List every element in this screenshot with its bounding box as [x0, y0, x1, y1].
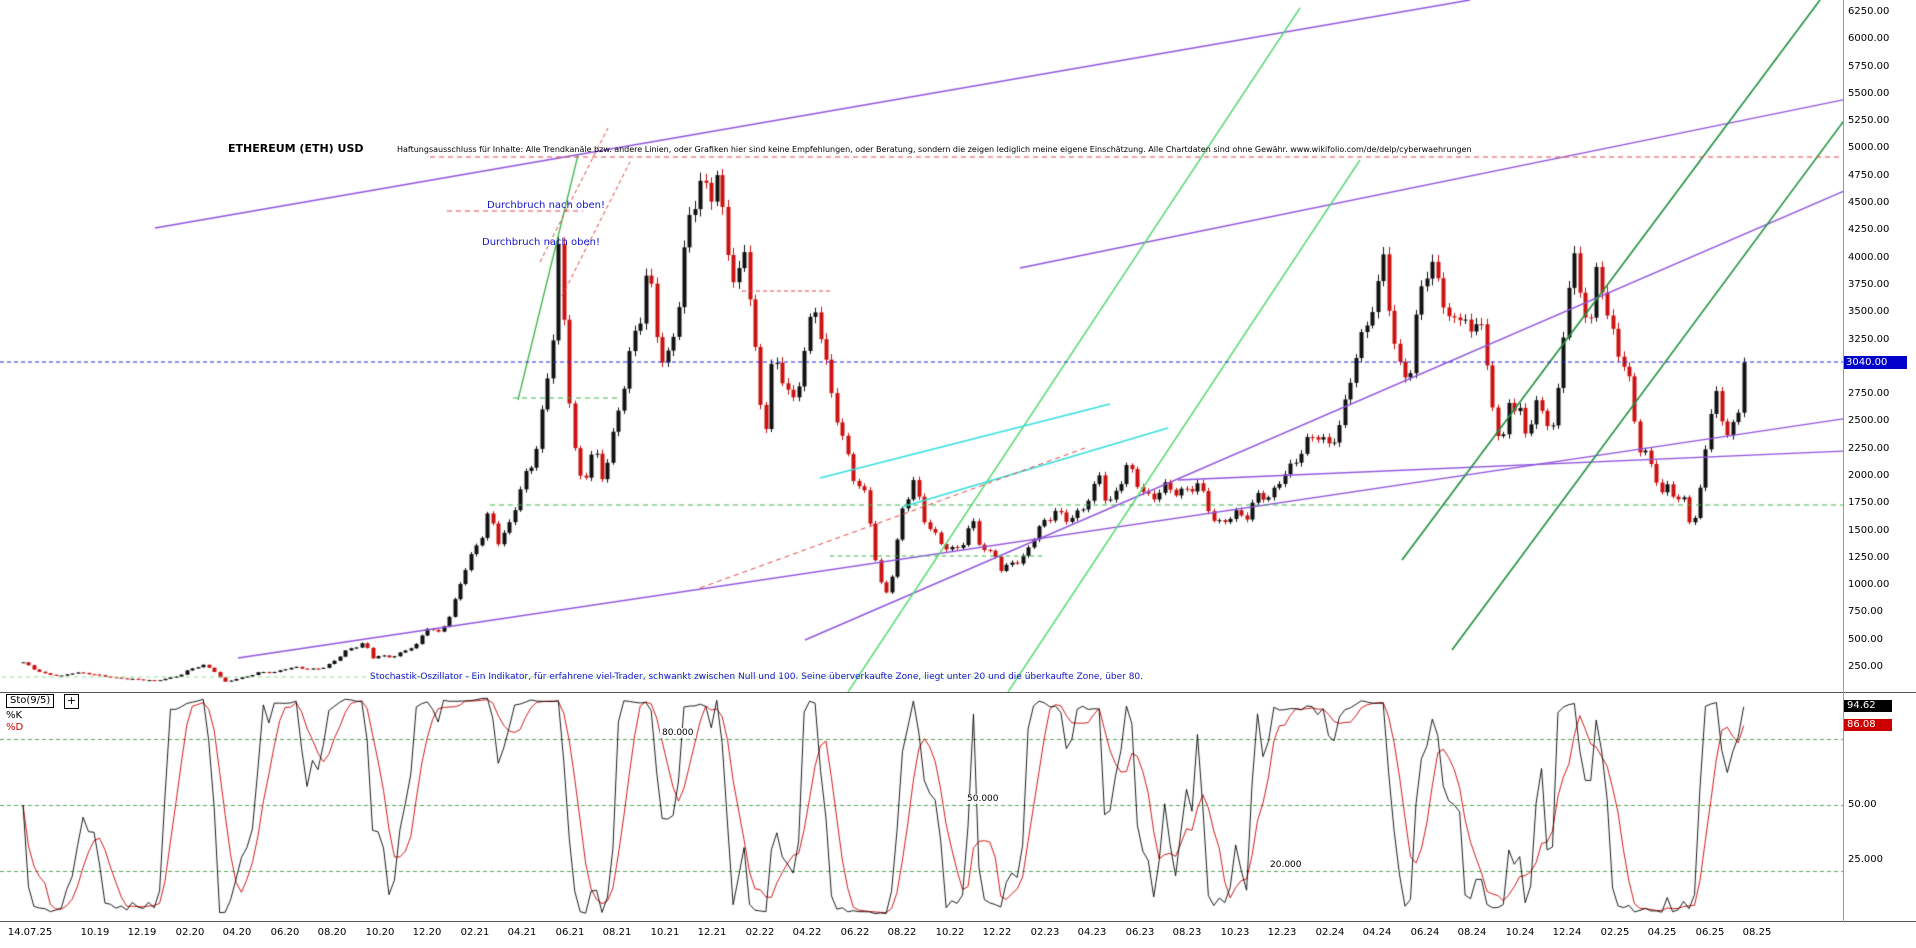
price-tick-label: 6000.00	[1848, 33, 1890, 45]
price-axis: 6250.00 6000.00 5750.00 5500.00 5250.00 5000.…	[1843, 0, 1916, 692]
price-tick-label: 4250.00	[1848, 224, 1890, 236]
date-axis-label: 06.21	[555, 927, 585, 938]
price-tick-label: 2500.00	[1848, 415, 1890, 427]
date-axis-label: 02.22	[745, 927, 775, 938]
price-tick-label: 2000.00	[1848, 469, 1890, 481]
price-tick-label: 5750.00	[1848, 60, 1890, 72]
date-axis-label: 10.21	[650, 927, 680, 938]
date-axis-label: 04.25	[1647, 927, 1677, 938]
current-price-tag: 3040.00	[1843, 356, 1907, 369]
date-axis-label: 08.23	[1172, 927, 1202, 938]
stochastic-k-value-tag: 94.62	[1844, 700, 1892, 712]
date-axis-label: 02.21	[460, 927, 490, 938]
date-axis-label: 06.22	[840, 927, 870, 938]
stochastic-indicator-label[interactable]: Sto(9/5)	[6, 694, 55, 708]
date-axis-label: 10.24	[1505, 927, 1535, 938]
date-axis-label: 12.20	[412, 927, 442, 938]
annotation-breakout-lower: Durchbruch nach oben!	[482, 237, 601, 248]
price-tick-label: 1250.00	[1848, 551, 1890, 563]
price-tick-label: 6250.00	[1848, 6, 1890, 17]
price-tick-label: 4500.00	[1848, 197, 1890, 209]
price-tick-label: 2750.00	[1848, 388, 1890, 400]
annotation-breakout-upper: Durchbruch nach oben!	[487, 200, 606, 211]
date-axis-label: 04.21	[507, 927, 537, 938]
date-axis-label: 02.20	[175, 927, 205, 938]
date-axis-label: 06.20	[270, 927, 300, 938]
price-tick-label: 500.00	[1848, 633, 1883, 645]
price-tick-label: 3750.00	[1848, 278, 1890, 290]
price-tick-label: 1500.00	[1848, 524, 1890, 536]
date-axis-label: 02.23	[1030, 927, 1060, 938]
date-axis-label: 08.20	[317, 927, 347, 938]
disclaimer-text: Haftungsausschluss für Inhalte: Alle Tre…	[397, 145, 1472, 154]
k-line-label: %K	[6, 710, 23, 721]
date-axis-label: 10.23	[1220, 927, 1250, 938]
date-axis-label: 06.23	[1125, 927, 1155, 938]
date-axis-label: 04.20	[222, 927, 252, 938]
price-tick-label: 3250.00	[1848, 333, 1890, 345]
date-axis-label: 12.23	[1267, 927, 1297, 938]
stochastic-d-value-tag: 86.08	[1844, 719, 1892, 731]
date-axis-label: 04.22	[792, 927, 822, 938]
price-tick-label: 5250.00	[1848, 115, 1890, 127]
price-tick-label: 4000.00	[1848, 251, 1890, 263]
date-axis-label: 12.24	[1552, 927, 1582, 938]
date-axis-label: 06.25	[1695, 927, 1725, 938]
price-tick-label: 4750.00	[1848, 169, 1890, 181]
oscillator-description: Stochastik-Oszillator - Ein Indikator, f…	[370, 672, 1144, 682]
price-tick-label: 3500.00	[1848, 306, 1890, 318]
axis-separator	[0, 921, 1916, 922]
price-tick-label: 5500.00	[1848, 87, 1890, 99]
date-axis-label: 10.22	[935, 927, 965, 938]
date-axis-label: 02.25	[1600, 927, 1630, 938]
price-tick-label: 5000.00	[1848, 142, 1890, 154]
date-axis-label: 10.19	[80, 927, 110, 938]
oscillator-axis-label: 25.000	[1848, 854, 1883, 865]
date-axis-label: 12.19	[127, 927, 157, 938]
price-tick-label: 250.00	[1848, 661, 1883, 672]
date-axis-label: 06.24	[1410, 927, 1440, 938]
date-axis-label: 04.24	[1362, 927, 1392, 938]
price-chart-canvas[interactable]	[0, 0, 1843, 692]
date-axis-label: 10.20	[365, 927, 395, 938]
date-axis-label: 12.21	[697, 927, 727, 938]
oscillator-level-label: 80.000	[660, 728, 696, 738]
date-axis-label: 12.22	[982, 927, 1012, 938]
add-indicator-icon[interactable]: +	[64, 694, 79, 709]
price-axis-spine	[1843, 0, 1844, 922]
price-tick-label: 1750.00	[1848, 497, 1890, 509]
panel-separator	[0, 692, 1916, 693]
price-tick-label: 750.00	[1848, 606, 1883, 618]
date-axis-label: 02.24	[1315, 927, 1345, 938]
date-axis-label: 04.23	[1077, 927, 1107, 938]
stochastic-oscillator-canvas[interactable]	[0, 695, 1843, 919]
date-axis: 14.07.25 10.19 12.19 02.20 04.20 06.20 08.20 10…	[0, 927, 1916, 945]
date-axis-label: 08.22	[887, 927, 917, 938]
date-axis-label: 08.24	[1457, 927, 1487, 938]
date-axis-label: 08.21	[602, 927, 632, 938]
oscillator-axis-label: 50.00	[1848, 799, 1877, 810]
d-line-label: %D	[6, 722, 24, 733]
price-tick-label: 1000.00	[1848, 579, 1890, 591]
chart-title: ETHEREUM (ETH) USD	[228, 142, 364, 155]
price-tick-label: 2250.00	[1848, 442, 1890, 454]
date-axis-label: 14.07.25	[7, 927, 53, 938]
oscillator-level-label: 20.000	[1268, 860, 1304, 870]
date-axis-label: 08.25	[1742, 927, 1772, 938]
oscillator-level-label: 50.000	[965, 794, 1001, 804]
